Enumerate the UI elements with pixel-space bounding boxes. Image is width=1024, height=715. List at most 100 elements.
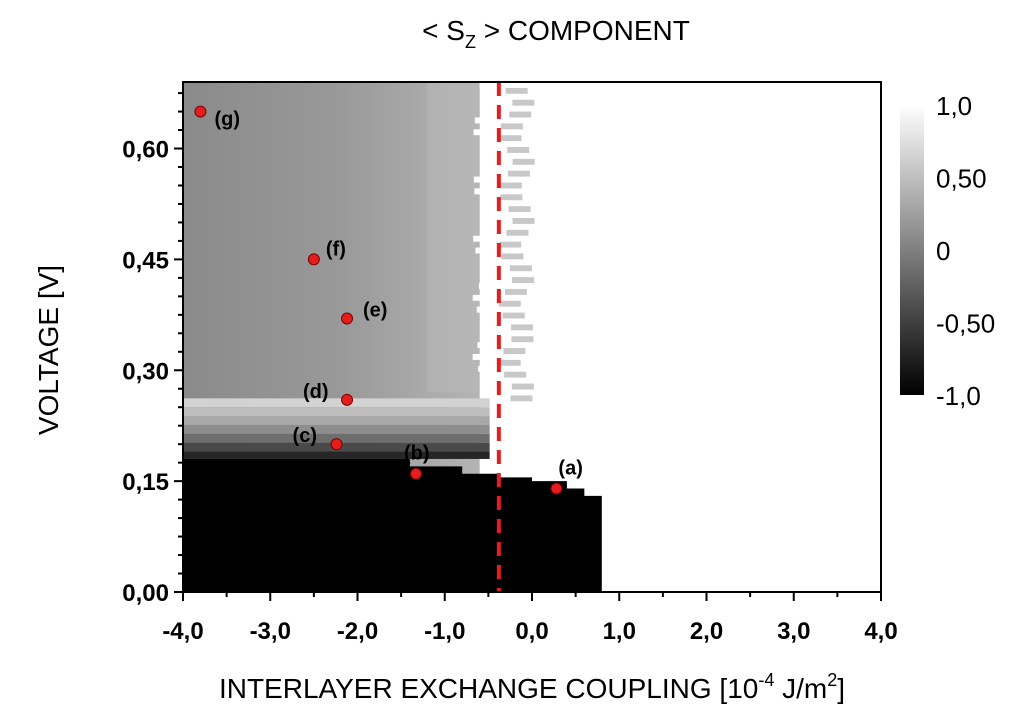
title-suffix: > COMPONENT: [476, 15, 690, 46]
x-tick-label: 1,0: [603, 618, 636, 645]
colorbar-tick-label: -0,50: [936, 309, 995, 339]
region-band: [183, 416, 490, 425]
colorbar-tick-label: 0,50: [936, 164, 987, 194]
xlabel-sup1: -4: [758, 670, 774, 690]
transition-streak: [499, 135, 522, 142]
x-tick-label: 3,0: [777, 618, 810, 645]
y-axis: 0,00 0,15 0,30 0,45 0,60: [122, 92, 183, 607]
transition-streak: [483, 259, 510, 266]
x-tick-label: 4,0: [864, 618, 897, 645]
transition-streak: [501, 253, 524, 260]
transition-streak: [478, 283, 505, 289]
transition-streak: [500, 194, 523, 201]
plot-area: [183, 82, 881, 592]
colorbar-ticks: 1,0 0,50 0 -0,50 -1,0: [936, 91, 995, 411]
region-black: [183, 458, 602, 592]
transition-streak: [477, 342, 504, 349]
transition-streak: [503, 348, 526, 354]
colorbar-tick-label: 0: [936, 236, 950, 266]
transition-streak: [481, 141, 508, 148]
transition-streak: [509, 265, 532, 272]
x-tick-label: -3,0: [250, 618, 291, 645]
region-band: [183, 451, 490, 459]
x-tick-label: -2,0: [337, 618, 378, 645]
transition-streak: [499, 182, 522, 189]
x-axis: -4,0 -3,0 -2,0 -1,0 0,0 1,0 2,0 3,0 4,0: [162, 592, 898, 645]
region-band: [183, 398, 490, 408]
transition-streak: [473, 235, 500, 242]
transition-streak: [481, 164, 508, 171]
xlabel-main: INTERLAYER EXCHANGE COUPLING [10: [219, 673, 758, 704]
data-point: [330, 438, 343, 451]
data-point-label: (b): [404, 443, 430, 465]
y-tick-label: 0,15: [122, 469, 169, 496]
data-point-label: (e): [363, 300, 387, 322]
transition-streak: [512, 218, 535, 224]
data-point: [194, 105, 207, 118]
y-tick-label: 0,30: [122, 358, 169, 385]
data-point-label: (a): [558, 458, 582, 480]
x-tick-label: 0,0: [515, 618, 548, 645]
transition-streak: [473, 176, 500, 183]
data-point: [341, 312, 354, 325]
transition-streak: [479, 82, 506, 88]
transition-streak: [504, 371, 527, 378]
transition-streak: [485, 377, 512, 384]
x-tick-label: -4,0: [162, 618, 203, 645]
colorbar: [900, 105, 924, 395]
transition-streak: [475, 247, 502, 254]
region-transition: [427, 82, 480, 393]
data-point-label: (f): [326, 238, 346, 260]
transition-streak: [512, 277, 535, 284]
data-points: (a) (b) (c) (d) (e) (f) (g): [194, 105, 583, 495]
xlabel-mid: J/m: [774, 673, 827, 704]
xlabel-sup2: 2: [827, 670, 837, 690]
transition-streak: [504, 288, 527, 295]
title-subscript: Z: [465, 32, 476, 52]
transition-streak: [476, 306, 503, 313]
x-axis-title: INTERLAYER EXCHANGE COUPLING [10-4 J/m2]: [219, 670, 845, 704]
transition-streak: [502, 312, 525, 319]
transition-streak: [474, 188, 501, 195]
data-point: [550, 482, 563, 495]
transition-streak: [512, 99, 535, 106]
transition-streak: [474, 117, 501, 124]
heatmap-regions: [183, 82, 881, 592]
x-tick-label: -1,0: [424, 618, 465, 645]
transition-streak: [472, 354, 499, 360]
region-band: [183, 407, 490, 417]
data-point: [341, 393, 354, 406]
y-axis-title: VOLTAGE [V]: [33, 265, 64, 435]
transition-streak: [473, 129, 500, 136]
region-band: [183, 424, 490, 434]
transition-streak: [486, 212, 513, 218]
transition-streak: [509, 111, 532, 118]
chart-title: < SZ > COMPONENT: [422, 15, 690, 52]
transition-streak: [478, 365, 505, 372]
data-point: [409, 467, 422, 480]
transition-streak: [482, 200, 509, 207]
transition-streak: [507, 170, 530, 177]
transition-streak: [508, 206, 531, 213]
data-point-label: (c): [293, 425, 317, 447]
transition-streak: [506, 229, 529, 236]
transition-streak: [483, 105, 510, 112]
transition-streak: [505, 87, 528, 94]
colorbar-tick-label: 1,0: [936, 91, 972, 121]
y-tick-label: 0,60: [122, 137, 169, 164]
transition-streak: [485, 330, 512, 337]
transition-streak: [472, 294, 499, 301]
x-tick-label: 2,0: [690, 618, 723, 645]
transition-streak: [499, 241, 522, 248]
transition-streak: [511, 336, 534, 343]
transition-streak: [500, 123, 523, 130]
data-point: [307, 253, 320, 266]
transition-streak: [510, 395, 533, 402]
y-tick-label: 0,00: [122, 580, 169, 607]
transition-streak: [486, 93, 513, 100]
y-tick-label: 0,45: [122, 247, 169, 274]
transition-streak: [498, 300, 521, 307]
colorbar-tick-label: -1,0: [936, 381, 981, 411]
transition-streak: [480, 223, 507, 230]
